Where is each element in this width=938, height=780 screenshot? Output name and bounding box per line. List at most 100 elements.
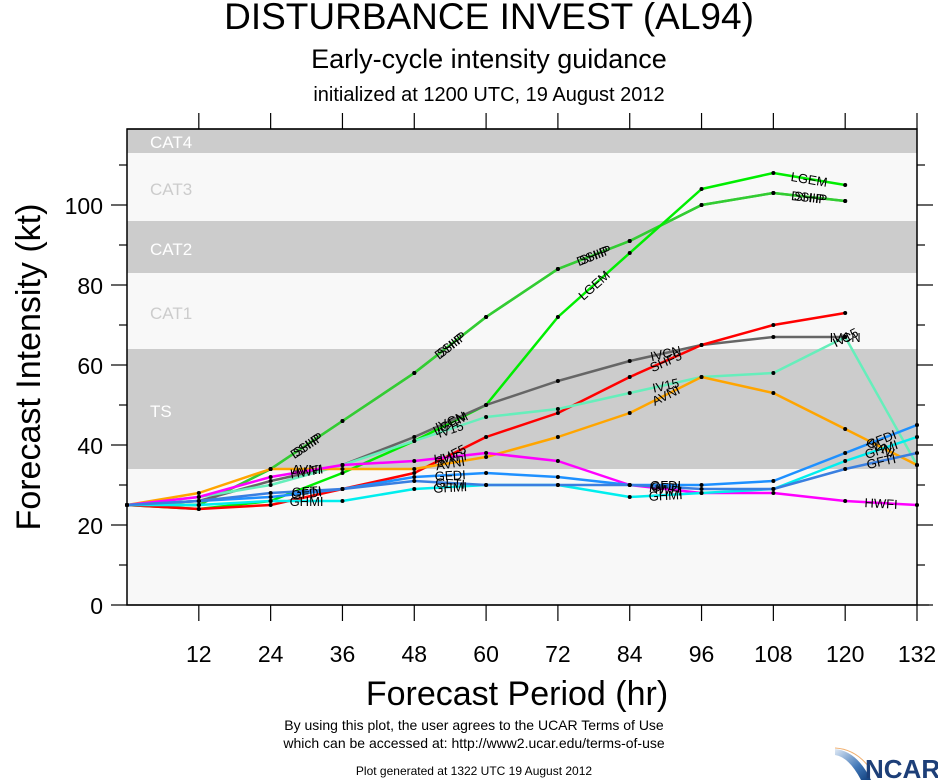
data-point-gfdi (412, 475, 417, 479)
data-point-gfti (412, 479, 417, 483)
data-point-ship (843, 199, 848, 203)
data-point-hwfi (340, 463, 345, 467)
series-label: IVCN (830, 330, 861, 345)
series-label: GFDI (434, 467, 466, 484)
data-point-gfti (484, 483, 489, 487)
data-point-gfti (627, 483, 632, 487)
data-point-iv15 (412, 439, 417, 443)
series-label: AVNI (292, 462, 321, 477)
x-axis: 12 24 36 48 60 72 84 96 108 120 132 (127, 113, 936, 667)
intensity-bands: TS CAT1 CAT2 CAT3 CAT4 (127, 129, 917, 605)
data-point-avni (699, 375, 704, 379)
y-axis: 0 20 40 60 80 100 (65, 164, 933, 619)
logo-arc-icon (835, 747, 870, 768)
band-below-ts (127, 469, 917, 605)
data-point-lgem (771, 171, 776, 175)
data-point-hwfi (268, 475, 273, 479)
series-label: GHMI (433, 479, 468, 496)
band-label-cat4: CAT4 (150, 133, 192, 152)
data-point-ship (627, 239, 632, 243)
data-point-gfdi (699, 483, 704, 487)
data-point-ship (340, 419, 345, 423)
chart-title: DISTURBANCE INVEST (AL94) (224, 0, 754, 37)
data-point-iv15 (843, 335, 848, 339)
series-line-gfdi (126, 423, 918, 507)
y-tick-label: 100 (65, 193, 103, 219)
band-ts (127, 349, 917, 469)
data-point-gfdi (555, 475, 560, 479)
series-line-gfti (126, 451, 918, 507)
band-label-ts: TS (150, 402, 172, 421)
band-cat3 (127, 153, 917, 221)
logo-text: NCAR (865, 754, 938, 780)
data-point-avni (771, 391, 776, 395)
data-point-gfti (268, 491, 273, 495)
band-cat2 (127, 221, 917, 273)
data-point-ivcn (484, 403, 489, 407)
data-point-iv15 (268, 483, 273, 487)
x-tick-label: 24 (258, 641, 284, 667)
x-tick-label: 120 (826, 641, 864, 667)
data-point-ship (555, 267, 560, 271)
terms-of-use: By using this plot, the user agrees to t… (280, 716, 668, 752)
x-axis-label: Forecast Period (hr) (366, 675, 668, 713)
y-tick-label: 40 (77, 433, 103, 459)
series-label: LGEM (790, 169, 829, 190)
series-label: SHIP (793, 188, 825, 206)
series-label: HWFI (433, 448, 468, 467)
data-point-ship (484, 315, 489, 319)
data-point-ship (699, 203, 704, 207)
series-label: DSHP (790, 188, 828, 207)
data-point-ship (412, 371, 417, 375)
data-point-ship (771, 191, 776, 195)
data-point-lgem (699, 187, 704, 191)
band-cat4 (127, 129, 917, 153)
data-point-avni (196, 491, 201, 495)
y-tick-label: 80 (77, 273, 103, 299)
data-point-lgem (555, 315, 560, 319)
x-tick-label: 48 (401, 641, 427, 667)
data-point-lgem (340, 471, 345, 475)
x-tick-label: 36 (330, 641, 356, 667)
data-point-lgem (627, 251, 632, 255)
x-tick-label: 96 (689, 641, 715, 667)
series-label: IV15 (651, 375, 680, 395)
data-point-avni (484, 455, 489, 459)
data-point-shf5 (699, 343, 704, 347)
data-point-avni (555, 435, 560, 439)
data-point-gfdi (268, 495, 273, 499)
data-point-gfti (555, 483, 560, 487)
data-point-gfti (843, 467, 848, 471)
data-point-ghmi (340, 499, 345, 503)
y-tick-label: 20 (77, 513, 103, 539)
series-label: GFTI (291, 483, 321, 500)
series-label: GFTI (865, 451, 897, 472)
series-line-avni (126, 375, 918, 507)
data-point-ghmi (196, 503, 201, 507)
data-point-ghmi (699, 491, 704, 495)
data-point-gfti (699, 487, 704, 491)
data-point-gfdi (771, 479, 776, 483)
band-label-cat1: CAT1 (150, 304, 192, 323)
data-point-avni (843, 427, 848, 431)
y-axis-label: Forecast Intensity (kt) (10, 204, 48, 531)
series-label: HWFI (864, 495, 898, 512)
x-tick-label: 72 (545, 641, 571, 667)
data-point-hwfi (412, 459, 417, 463)
series-points (125, 171, 919, 511)
data-point-iv15 (627, 391, 632, 395)
data-point-hwfi (484, 451, 489, 455)
data-point-shf5 (843, 311, 848, 315)
data-point-hwfi (196, 495, 201, 499)
logo-swoosh-icon (835, 749, 871, 780)
series-label: GHMI (648, 487, 683, 504)
data-point-shf5 (268, 503, 273, 507)
data-point-shf5 (484, 435, 489, 439)
data-point-iv15 (484, 415, 489, 419)
series-label: GHMI (290, 494, 324, 509)
series-label: IVCN (649, 343, 683, 364)
terms-line-1: By using this plot, the user agrees to t… (284, 717, 664, 733)
data-point-iv15 (771, 371, 776, 375)
series-label: GFTI (435, 475, 465, 492)
data-point-ivcn (268, 479, 273, 483)
